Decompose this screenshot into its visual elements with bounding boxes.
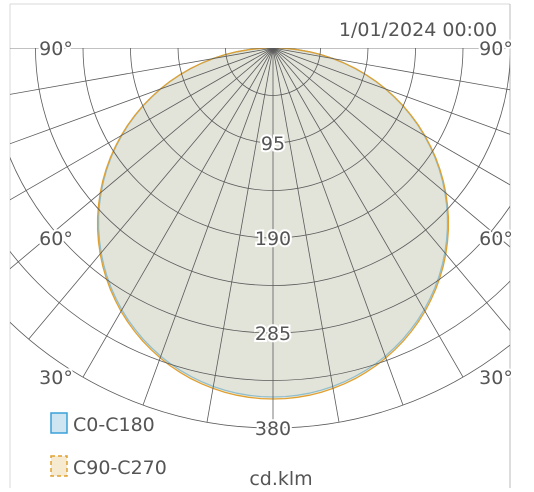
angle-label-right-90: 90° xyxy=(479,38,513,60)
ring-line xyxy=(225,48,321,96)
angle-label-left-60: 60° xyxy=(39,228,73,250)
legend: C0-C180 C90-C270 xyxy=(50,412,167,479)
timestamp: 1/01/2024 00:00 xyxy=(339,19,497,41)
radial-tick-label: 285 xyxy=(255,323,291,345)
ring-line xyxy=(130,48,416,191)
unit-label: cd.klm xyxy=(249,468,312,490)
radial-tick-label: 95 xyxy=(261,133,285,155)
ring-line xyxy=(82,48,464,239)
ring-line xyxy=(10,321,510,429)
angle-labels: 90° 60° 30° 90° 60° 30° xyxy=(37,36,515,391)
radial-tick-labels: 95 190 285 380 xyxy=(253,131,293,442)
angle-label-left-30: 30° xyxy=(39,367,73,389)
ring-line xyxy=(35,48,510,286)
ring-line xyxy=(10,156,510,334)
radial-tick-label: 380 xyxy=(255,418,291,440)
polar-grid xyxy=(10,48,510,429)
radial-tick-label: 190 xyxy=(255,228,291,250)
angle-label-left-90: 90° xyxy=(39,38,73,60)
ring-line xyxy=(177,48,369,144)
legend-swatch-c90-c270[interactable] xyxy=(50,455,68,477)
angle-label-right-60: 60° xyxy=(479,228,513,250)
legend-label-c0-c180: C0-C180 xyxy=(73,414,155,436)
legend-swatch-c0-c180[interactable] xyxy=(50,412,68,434)
legend-label-c90-c270: C90-C270 xyxy=(73,457,167,479)
ring-line xyxy=(10,250,510,381)
angle-label-right-30: 30° xyxy=(479,367,513,389)
